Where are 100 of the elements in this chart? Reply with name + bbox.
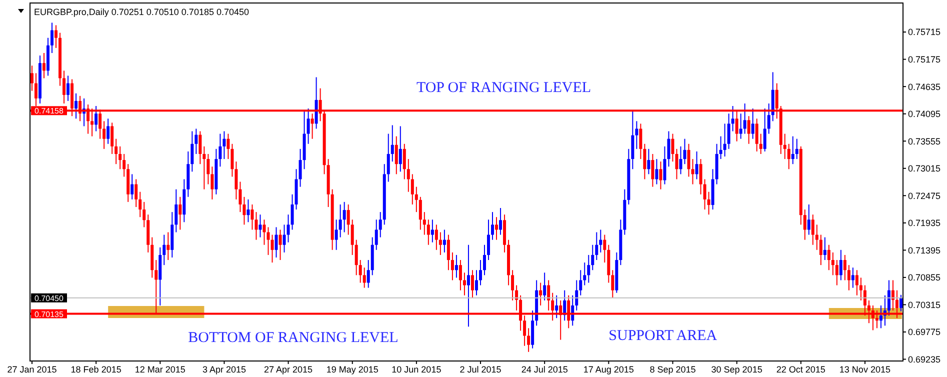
candlestick — [807, 204, 810, 236]
ref-line-label: 0.70135 — [34, 310, 64, 319]
candlestick — [434, 224, 438, 250]
candlestick — [611, 270, 614, 298]
candlestick — [74, 92, 78, 120]
candlestick — [254, 212, 258, 240]
candlestick — [803, 209, 806, 240]
candlestick — [234, 161, 238, 200]
candlestick — [398, 126, 402, 172]
candlestick — [859, 277, 862, 301]
candlestick — [499, 208, 502, 236]
x-tick-label: 18 Feb 2015 — [70, 364, 122, 374]
candlestick — [450, 252, 454, 281]
candlestick — [130, 174, 134, 200]
candlestick — [374, 219, 378, 250]
candlestick — [647, 148, 650, 175]
candlestick — [791, 136, 794, 165]
candlestick — [470, 270, 474, 298]
candlestick — [414, 186, 418, 213]
candlestick — [755, 118, 758, 152]
candlestick — [879, 304, 882, 329]
candlestick — [478, 260, 482, 286]
candlestick — [659, 161, 662, 190]
annotation: SUPPORT AREA — [608, 328, 718, 344]
annotation: TOP OF RANGING LEVEL — [416, 80, 592, 96]
candlestick — [851, 267, 854, 288]
candlestick — [635, 120, 638, 150]
candlestick — [166, 232, 170, 261]
candlestick — [338, 204, 342, 238]
candlestick — [831, 252, 834, 276]
candlestick — [723, 123, 726, 157]
candlestick — [887, 280, 890, 316]
x-tick-label: 2 Jul 2015 — [460, 364, 502, 374]
candlestick — [679, 146, 682, 175]
candlestick — [731, 106, 734, 132]
candlestick — [899, 294, 902, 312]
candlestick — [278, 229, 282, 261]
candlestick — [767, 102, 770, 134]
candlestick — [390, 124, 394, 162]
candlestick — [591, 244, 594, 271]
x-tick-label: 3 Apr 2015 — [202, 364, 246, 374]
x-tick-label: 17 Aug 2015 — [583, 364, 634, 374]
candlestick — [847, 264, 850, 291]
candlestick — [246, 198, 250, 223]
candlestick — [138, 191, 142, 218]
text: EURGBP.pro,Daily 0.70251 0.70510 0.70185 0.70450 — [34, 7, 249, 17]
candlestick — [134, 178, 138, 208]
candlestick — [783, 133, 786, 160]
candlestick — [819, 234, 822, 266]
ref-line-label: 0.74158 — [34, 106, 64, 116]
candlestick — [667, 130, 670, 168]
candlestick — [218, 133, 222, 168]
candlestick — [190, 130, 194, 172]
candlestick — [142, 201, 146, 228]
candlestick — [543, 272, 546, 301]
candlestick — [839, 249, 842, 281]
candlestick — [466, 244, 470, 328]
candlestick — [378, 212, 382, 238]
candlestick — [314, 76, 318, 130]
candlestick — [695, 150, 698, 180]
candlestick — [250, 204, 254, 230]
x-tick-label: 12 Mar 2015 — [134, 364, 186, 374]
candlestick — [306, 108, 310, 144]
candlestick — [787, 143, 790, 170]
candlestick — [811, 214, 814, 246]
candlestick — [442, 229, 446, 253]
candlestick — [298, 148, 302, 188]
candlestick — [206, 153, 210, 185]
candlestick — [855, 270, 858, 296]
candlestick — [707, 191, 710, 216]
candlestick — [699, 158, 702, 195]
candlestick — [30, 65, 34, 92]
candlestick — [42, 52, 46, 79]
candlestick — [815, 224, 818, 250]
candlestick — [258, 214, 262, 238]
y-tick-label: 0.70855 — [908, 272, 941, 283]
candlestick — [547, 280, 550, 312]
ref-line-label: 0.70450 — [34, 294, 64, 303]
candlestick — [274, 226, 278, 258]
candlestick — [238, 181, 242, 213]
candlestick — [727, 113, 730, 150]
candlestick — [430, 219, 434, 243]
candlestick — [54, 24, 58, 48]
candlestick — [675, 148, 678, 180]
candlestick — [462, 272, 466, 296]
candlestick — [687, 143, 690, 178]
candlestick — [719, 136, 722, 160]
candlestick — [122, 153, 126, 178]
candlestick — [242, 196, 246, 226]
annotation: BOTTOM OF RANGING LEVEL — [188, 330, 398, 346]
candlestick — [342, 201, 346, 233]
y-tick-label: 0.69235 — [908, 354, 941, 364]
x-tick-label: 30 Sep 2015 — [711, 364, 762, 374]
x-tick-label: 27 Jan 2015 — [7, 364, 57, 374]
candlestick — [178, 196, 182, 230]
y-tick-label: 0.73555 — [908, 136, 941, 146]
y-tick-label: 0.69775 — [908, 327, 941, 338]
candlestick — [62, 70, 66, 104]
candlestick — [118, 146, 122, 170]
candlestick — [222, 130, 226, 160]
